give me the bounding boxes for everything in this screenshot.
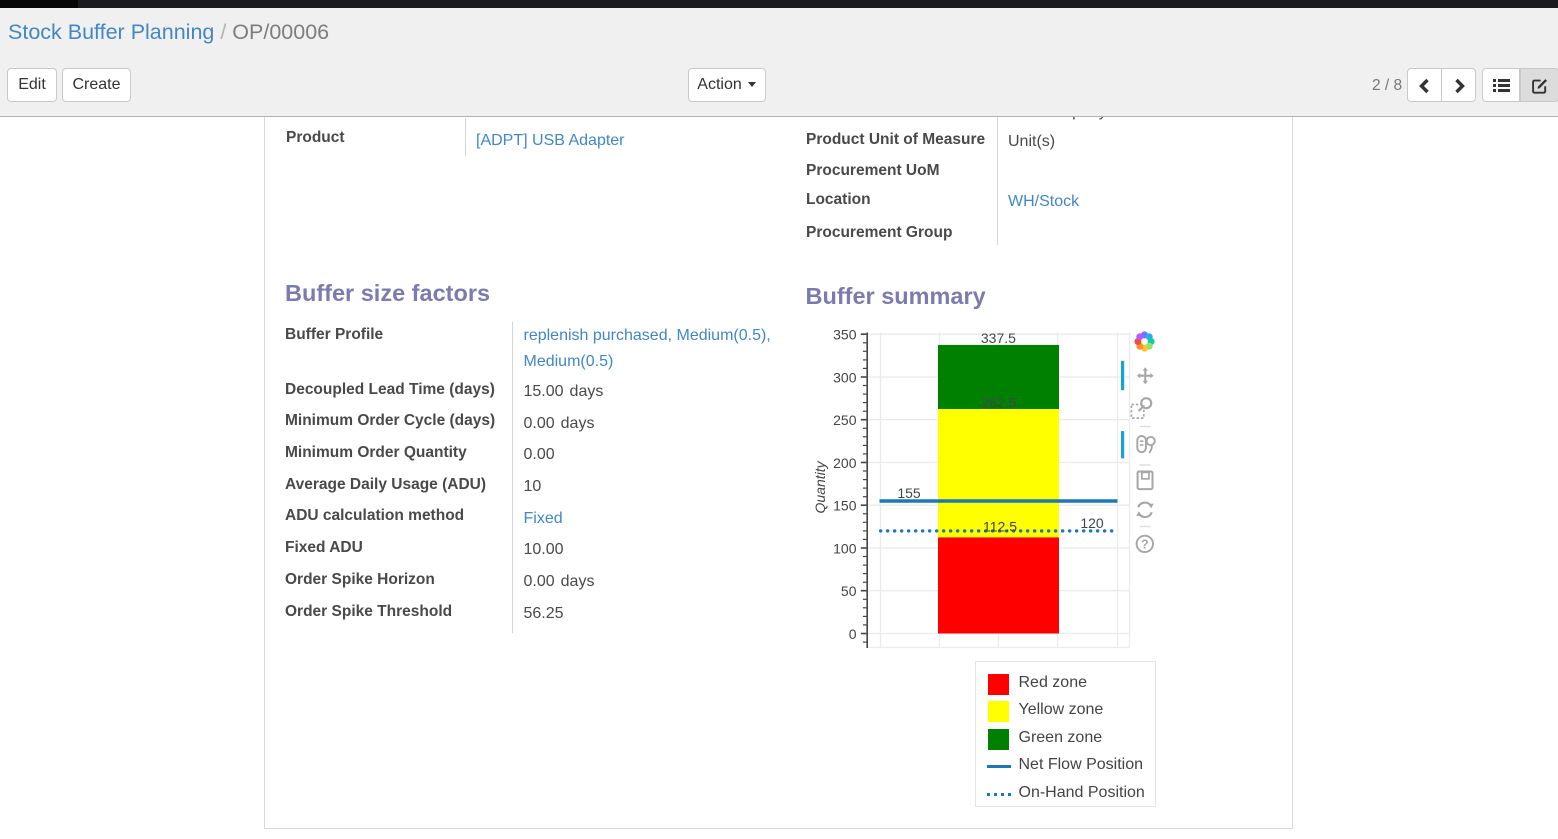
svg-text:?: ? bbox=[1141, 538, 1149, 552]
svg-text:250: 250 bbox=[833, 412, 857, 428]
svg-text:300: 300 bbox=[833, 370, 857, 386]
svg-text:262.5: 262.5 bbox=[981, 394, 1016, 410]
svg-text:155: 155 bbox=[897, 485, 921, 501]
svg-text:Quantity: Quantity bbox=[812, 460, 828, 513]
svg-text:150: 150 bbox=[833, 498, 857, 514]
svg-text:112.5: 112.5 bbox=[983, 519, 1017, 535]
svg-text:100: 100 bbox=[833, 541, 857, 557]
svg-text:120: 120 bbox=[1080, 515, 1104, 531]
svg-text:200: 200 bbox=[833, 455, 857, 471]
svg-text:350: 350 bbox=[833, 327, 857, 343]
svg-text:0: 0 bbox=[849, 626, 857, 642]
svg-text:50: 50 bbox=[841, 583, 857, 599]
svg-text:337.5: 337.5 bbox=[981, 330, 1016, 346]
